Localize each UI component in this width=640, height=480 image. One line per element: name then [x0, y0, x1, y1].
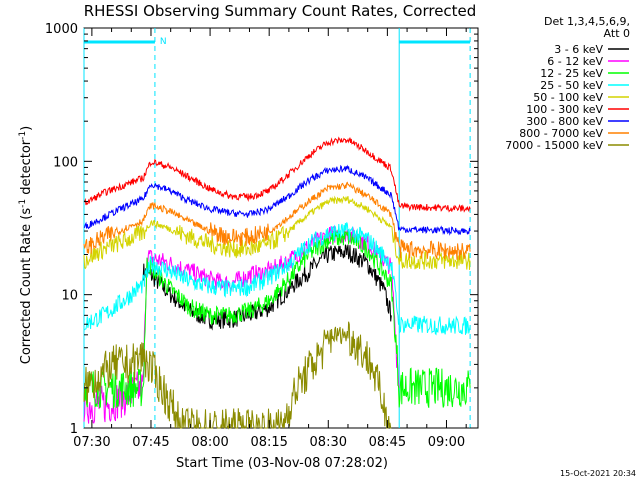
series-line — [83, 321, 392, 430]
x-tick-label: 08:15 — [250, 435, 287, 450]
y-tick-label: 1 — [70, 422, 78, 437]
footer-timestamp: 15-Oct-2021 20:34 — [560, 469, 636, 478]
legend-entry-label: 12 - 25 keV — [540, 67, 603, 80]
plot-area: N 1 10 100 1000 07:30 07:45 08:00 08:15 08:30 08:4… — [45, 22, 479, 450]
legend-entry-label: 100 - 300 keV — [526, 103, 603, 116]
legend-entry-label: 25 - 50 keV — [540, 79, 603, 92]
legend-entry-label: 7000 - 15000 keV — [505, 139, 603, 152]
series-line — [142, 244, 392, 331]
y-tick-label: 1000 — [45, 22, 78, 37]
series-line — [83, 136, 471, 213]
y-tick-label: 10 — [61, 289, 78, 304]
y-axis-label: Corrected Count Rate (s-1 detector-1) — [18, 126, 34, 364]
legend-entry-label: 50 - 100 keV — [533, 91, 603, 104]
series-line — [83, 222, 471, 336]
legend-entry-label: 800 - 7000 keV — [519, 127, 603, 140]
series-line — [83, 181, 471, 260]
series-line — [83, 229, 471, 410]
legend-entry-label: 3 - 6 keV — [554, 43, 603, 56]
legend-header-line-1: Det 1,3,4,5,6,9, — [544, 15, 630, 28]
y-tick-label: 100 — [53, 155, 78, 170]
legend-header-line-2: Att 0 — [604, 27, 630, 40]
x-tick-label: 08:45 — [369, 435, 406, 450]
x-tick-label: 08:30 — [310, 435, 347, 450]
x-axis-label: Start Time (03-Nov-08 07:28:02) — [176, 456, 388, 471]
x-tick-label: 09:00 — [428, 435, 465, 450]
night-flag-label: N — [160, 37, 167, 47]
chart-title: RHESSI Observing Summary Count Rates, Co… — [84, 2, 477, 20]
x-tick-label: 07:45 — [132, 435, 169, 450]
series-line — [83, 164, 471, 236]
x-tick-label: 07:30 — [73, 435, 110, 450]
series-line — [83, 195, 471, 270]
legend-entry-label: 6 - 12 keV — [547, 55, 603, 68]
x-tick-label: 08:00 — [191, 435, 228, 450]
legend-entry-label: 300 - 800 keV — [526, 115, 603, 128]
